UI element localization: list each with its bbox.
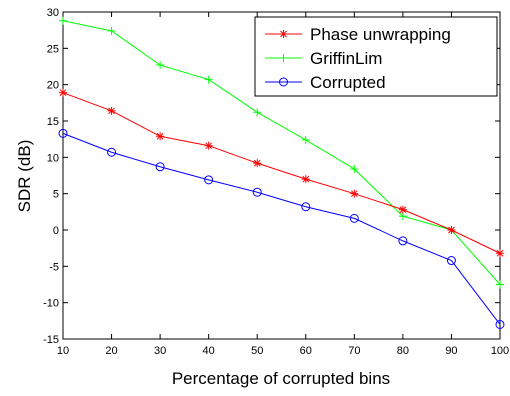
legend: Phase unwrapping GriffinLim Corrupted [254, 16, 498, 97]
data-point-marker-asterisk [156, 132, 165, 141]
data-point-marker-plus [496, 280, 504, 289]
series-layer [58, 16, 505, 329]
y-tick-label: 25 [47, 43, 59, 55]
legend-entry-label: Phase unwrapping [310, 25, 451, 44]
marker-circle [58, 128, 68, 138]
y-tick-label: 5 [53, 189, 59, 201]
data-point-marker-asterisk [59, 88, 67, 97]
data-point-marker-circle [58, 128, 68, 138]
marker-circle [107, 147, 117, 157]
data-point-marker-circle [349, 213, 359, 223]
series-line [62, 132, 501, 325]
x-tick-label: 50 [251, 345, 263, 357]
marker-circle [279, 77, 288, 87]
y-axis-label: SDR (dB) [15, 140, 34, 213]
data-point-marker-circle [446, 256, 456, 266]
x-axis: 10 20 30 40 50 60 70 80 90 100 [57, 12, 509, 357]
marker-circle [349, 213, 359, 223]
marker-stroke [253, 159, 261, 167]
y-axis: 30 25 20 15 10 5 0 -5 -10 -15 [43, 7, 500, 346]
x-tick-label: 20 [105, 345, 117, 357]
data-point-marker-asterisk [447, 226, 456, 234]
x-tick-label: 90 [445, 345, 457, 357]
data-point-marker-asterisk [253, 159, 262, 168]
y-tick-label: -10 [43, 298, 59, 310]
data-point-marker-circle [279, 77, 288, 87]
x-tick-label: 70 [348, 345, 360, 357]
marker-stroke [156, 132, 164, 140]
marker-circle [301, 202, 311, 212]
series-line [62, 20, 501, 285]
y-tick-label: 0 [53, 225, 59, 237]
y-tick-label: 10 [47, 152, 59, 164]
y-tick-label: -15 [43, 334, 59, 346]
y-tick-label: 30 [47, 7, 59, 19]
data-point-marker-plus [156, 61, 165, 70]
series-line [62, 92, 501, 254]
marker-stroke [350, 190, 358, 198]
data-point-marker-circle [204, 175, 214, 185]
x-axis-label: Percentage of corrupted bins [172, 369, 390, 388]
marker-stroke [302, 175, 310, 183]
x-tick-label: 40 [203, 345, 215, 357]
marker-stroke [108, 107, 115, 115]
data-point-marker-plus [107, 26, 116, 35]
x-tick-label: 60 [300, 345, 312, 357]
y-tick-label: 20 [47, 80, 59, 92]
marker-stroke [59, 89, 67, 97]
marker-stroke [280, 30, 287, 38]
data-point-marker-asterisk [496, 249, 504, 258]
data-point-marker-circle [155, 162, 165, 172]
data-point-marker-asterisk [398, 205, 407, 214]
y-tick-label: -5 [49, 261, 59, 273]
x-tick-label: 80 [397, 345, 409, 357]
data-point-marker-asterisk [301, 175, 310, 184]
x-tick-label: 30 [154, 345, 166, 357]
x-tick-label: 10 [57, 345, 69, 357]
data-point-marker-circle [301, 202, 311, 212]
data-point-marker-circle [252, 187, 262, 197]
marker-circle [155, 162, 165, 172]
marker-stroke [448, 226, 455, 234]
data-point-marker-plus [350, 164, 359, 173]
marker-circle [204, 175, 214, 185]
marker-stroke [496, 249, 504, 257]
data-point-marker-plus [301, 135, 310, 144]
data-point-marker-plus [253, 108, 262, 117]
data-point-marker-asterisk [350, 189, 359, 198]
data-point-marker-plus [279, 54, 288, 62]
marker-stroke [399, 206, 407, 214]
data-point-marker-circle [495, 319, 505, 329]
data-point-marker-plus [204, 75, 213, 84]
legend-box [254, 16, 498, 97]
legend-entry-label: GriffinLim [310, 49, 382, 68]
marker-circle [398, 236, 408, 246]
marker-circle [495, 319, 505, 329]
legend-entry-label: Corrupted [310, 73, 386, 92]
data-point-marker-asterisk [107, 106, 116, 115]
x-tick-label: 100 [491, 345, 509, 357]
marker-stroke [205, 142, 213, 150]
data-point-marker-asterisk [279, 30, 288, 38]
data-point-marker-circle [107, 147, 117, 157]
data-point-marker-plus [59, 16, 67, 25]
y-tick-label: 15 [47, 116, 59, 128]
marker-circle [252, 187, 262, 197]
marker-circle [446, 256, 456, 266]
data-point-marker-asterisk [204, 141, 213, 150]
data-point-marker-circle [398, 236, 408, 246]
